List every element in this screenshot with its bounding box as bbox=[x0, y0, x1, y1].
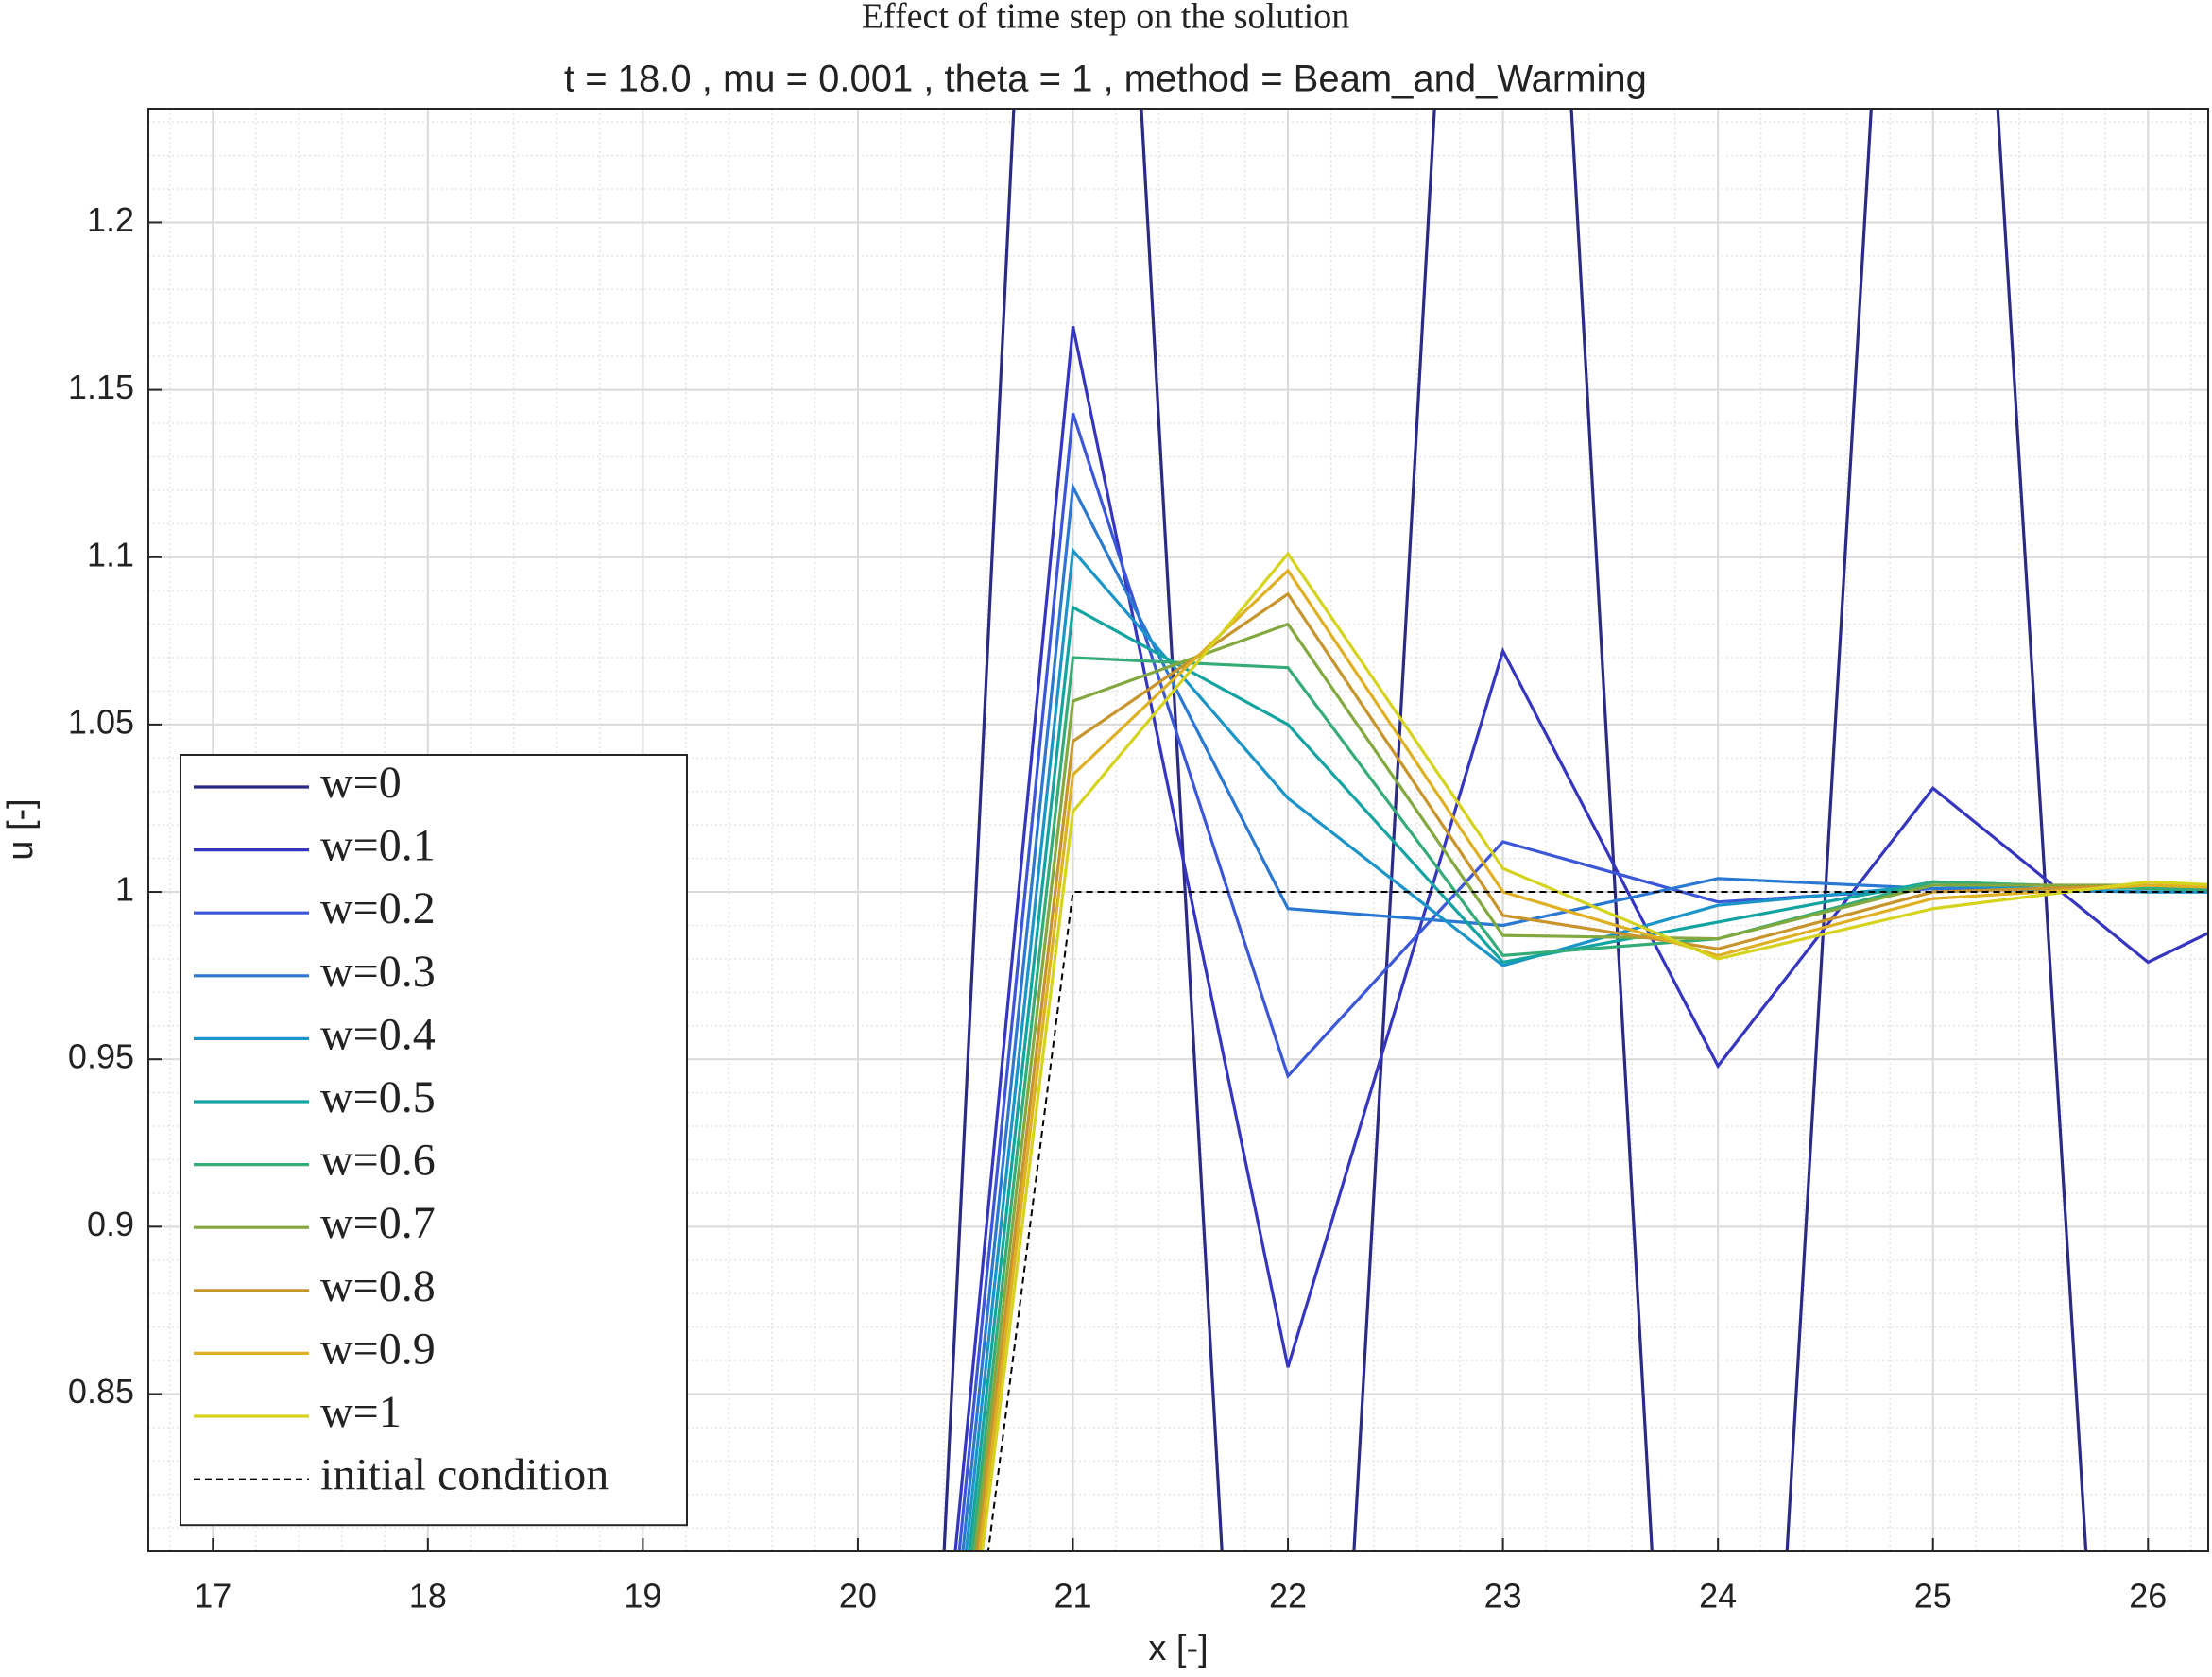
series-line bbox=[953, 325, 2208, 1551]
x-tick-label: 25 bbox=[1914, 1577, 1952, 1616]
legend-label: w=0.5 bbox=[320, 1072, 436, 1122]
y-tick-label: 1.15 bbox=[68, 368, 134, 406]
legend-label: w=0.7 bbox=[320, 1198, 436, 1248]
legend-label: w=0.3 bbox=[320, 947, 436, 997]
x-tick-label: 23 bbox=[1484, 1577, 1522, 1616]
legend: w=0 w=0.1 w=0.2 w=0.3 w=0.4 w=0.5 w=0.6 w=0.7 w=… bbox=[180, 754, 688, 1527]
x-tick-label: 18 bbox=[409, 1577, 447, 1616]
series-line bbox=[986, 891, 2208, 1551]
y-tick-label: 0.95 bbox=[68, 1037, 134, 1076]
legend-label: w=0.9 bbox=[320, 1324, 436, 1374]
series-line bbox=[942, 109, 2088, 1551]
legend-box bbox=[180, 754, 688, 1527]
x-tick-label: 22 bbox=[1269, 1577, 1307, 1616]
legend-label: initial condition bbox=[320, 1450, 609, 1500]
y-tick-label: 1.2 bbox=[87, 200, 134, 239]
legend-label: w=0.6 bbox=[320, 1136, 436, 1186]
legend-label: w=0.2 bbox=[320, 883, 436, 933]
labels: 17 18 19 20 21 22 23 24 25 26 0.85 0.9 0.95 1 1.05 1.1 1… bbox=[68, 200, 2167, 1616]
chart-subtitle: t = 18.0 , mu = 0.001 , theta = 1 , meth… bbox=[564, 59, 1647, 100]
legend-label: w=0.4 bbox=[320, 1009, 436, 1059]
legend-label: w=0.8 bbox=[320, 1261, 436, 1311]
series-line bbox=[964, 546, 2208, 1551]
x-tick-label: 17 bbox=[194, 1577, 231, 1616]
series-line bbox=[980, 551, 2208, 1551]
x-tick-label: 26 bbox=[2129, 1577, 2167, 1616]
y-tick-label: 1 bbox=[115, 870, 134, 909]
y-tick-label: 1.1 bbox=[87, 535, 134, 573]
x-tick-label: 20 bbox=[839, 1577, 877, 1616]
legend-label: w=1 bbox=[320, 1387, 402, 1437]
grid bbox=[148, 109, 2208, 1551]
x-axis-label: x [-] bbox=[1148, 1629, 1208, 1668]
x-tick-label: 21 bbox=[1054, 1577, 1091, 1616]
chart-title: Effect of time step on the solution bbox=[862, 0, 1349, 37]
x-tick-label: 19 bbox=[624, 1577, 661, 1616]
y-tick-label: 1.05 bbox=[68, 702, 134, 741]
y-tick-label: 0.9 bbox=[87, 1205, 134, 1243]
lines bbox=[942, 109, 2208, 1551]
y-axis-label: u [-] bbox=[1, 798, 41, 860]
legend-label: w=0 bbox=[320, 758, 402, 808]
y-tick-label: 0.85 bbox=[68, 1372, 134, 1411]
x-tick-label: 24 bbox=[1699, 1577, 1737, 1616]
axes-box bbox=[147, 108, 2209, 1552]
legend-label: w=0.1 bbox=[320, 821, 436, 871]
